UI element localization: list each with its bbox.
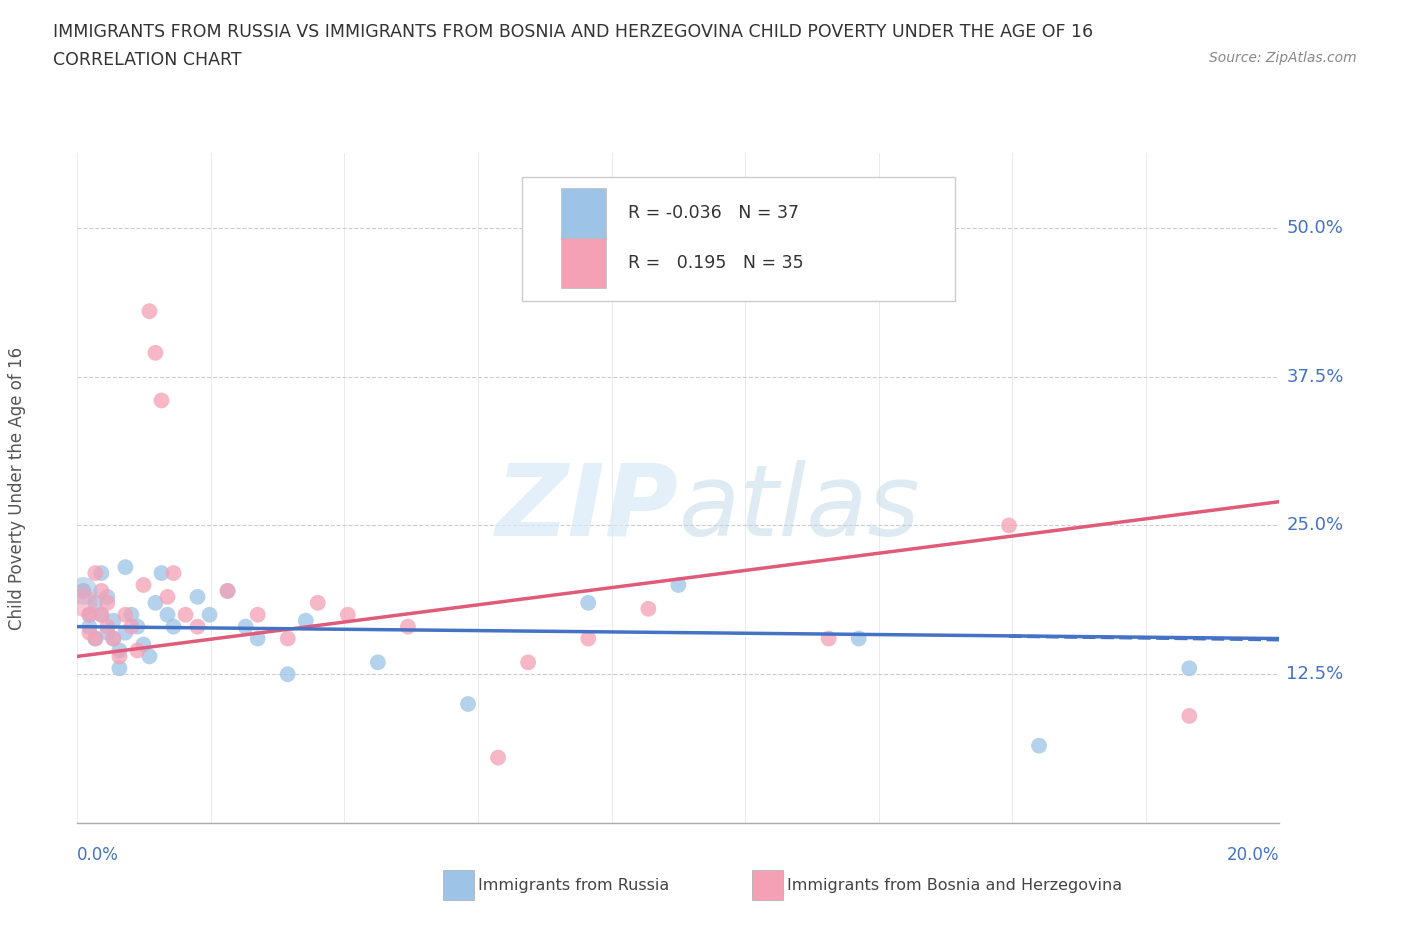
Point bbox=[307, 595, 329, 610]
Text: 50.0%: 50.0% bbox=[1286, 219, 1343, 237]
Point bbox=[79, 607, 101, 622]
Point bbox=[120, 619, 142, 634]
Point bbox=[90, 565, 112, 580]
Point bbox=[1028, 738, 1050, 753]
Point bbox=[162, 619, 184, 634]
Point bbox=[132, 578, 155, 592]
Text: IMMIGRANTS FROM RUSSIA VS IMMIGRANTS FROM BOSNIA AND HERZEGOVINA CHILD POVERTY U: IMMIGRANTS FROM RUSSIA VS IMMIGRANTS FRO… bbox=[53, 23, 1094, 41]
Text: ZIP: ZIP bbox=[495, 459, 679, 557]
Point bbox=[277, 667, 299, 682]
Point bbox=[103, 613, 125, 628]
Point bbox=[486, 751, 509, 765]
Point bbox=[108, 643, 131, 658]
Text: 25.0%: 25.0% bbox=[1286, 516, 1344, 535]
Point bbox=[96, 595, 118, 610]
Point bbox=[96, 619, 118, 634]
Point bbox=[156, 590, 179, 604]
Point bbox=[517, 655, 540, 670]
Point bbox=[90, 607, 112, 622]
Point bbox=[72, 583, 94, 598]
Text: 20.0%: 20.0% bbox=[1227, 846, 1279, 864]
Point bbox=[132, 637, 155, 652]
Point bbox=[103, 631, 125, 646]
Point bbox=[150, 565, 173, 580]
Point bbox=[90, 583, 112, 598]
Text: 0.0%: 0.0% bbox=[77, 846, 120, 864]
Point bbox=[162, 565, 184, 580]
Point bbox=[120, 607, 142, 622]
Point bbox=[96, 625, 118, 640]
Point bbox=[576, 595, 599, 610]
Point bbox=[217, 583, 239, 598]
Point bbox=[186, 619, 209, 634]
Point bbox=[72, 583, 94, 598]
Point bbox=[84, 631, 107, 646]
Point bbox=[114, 607, 136, 622]
Point bbox=[637, 602, 659, 617]
Point bbox=[156, 607, 179, 622]
Point bbox=[998, 518, 1021, 533]
Text: atlas: atlas bbox=[679, 459, 920, 557]
Point bbox=[336, 607, 359, 622]
Point bbox=[246, 631, 269, 646]
Point bbox=[150, 393, 173, 408]
Text: Source: ZipAtlas.com: Source: ZipAtlas.com bbox=[1209, 51, 1357, 65]
Point bbox=[198, 607, 221, 622]
Point bbox=[108, 649, 131, 664]
Text: Immigrants from Bosnia and Herzegovina: Immigrants from Bosnia and Herzegovina bbox=[787, 878, 1122, 893]
Point bbox=[127, 643, 149, 658]
Point bbox=[79, 619, 101, 634]
Point bbox=[246, 607, 269, 622]
Point bbox=[145, 345, 167, 360]
Text: 12.5%: 12.5% bbox=[1286, 665, 1344, 684]
Point bbox=[84, 595, 107, 610]
Point bbox=[174, 607, 197, 622]
Point bbox=[396, 619, 419, 634]
Point bbox=[90, 607, 112, 622]
Point bbox=[235, 619, 257, 634]
Point bbox=[96, 590, 118, 604]
Point bbox=[114, 625, 136, 640]
Point bbox=[294, 613, 316, 628]
Point bbox=[576, 631, 599, 646]
Point bbox=[72, 583, 94, 598]
Point bbox=[848, 631, 870, 646]
Point bbox=[138, 304, 160, 319]
Point bbox=[186, 590, 209, 604]
Point bbox=[817, 631, 839, 646]
Point bbox=[84, 631, 107, 646]
Point bbox=[127, 619, 149, 634]
Point bbox=[1178, 661, 1201, 676]
FancyBboxPatch shape bbox=[561, 238, 606, 288]
Text: Child Poverty Under the Age of 16: Child Poverty Under the Age of 16 bbox=[8, 347, 25, 630]
Point bbox=[103, 631, 125, 646]
Point bbox=[277, 631, 299, 646]
Text: 37.5%: 37.5% bbox=[1286, 367, 1344, 386]
Point bbox=[79, 607, 101, 622]
Point bbox=[138, 649, 160, 664]
Point bbox=[114, 560, 136, 575]
Point bbox=[668, 578, 690, 592]
Point bbox=[367, 655, 389, 670]
Point bbox=[108, 661, 131, 676]
Point bbox=[1178, 709, 1201, 724]
Point bbox=[72, 595, 94, 610]
Text: Immigrants from Russia: Immigrants from Russia bbox=[478, 878, 669, 893]
Text: R = -0.036   N = 37: R = -0.036 N = 37 bbox=[628, 205, 799, 222]
Text: R =   0.195   N = 35: R = 0.195 N = 35 bbox=[628, 254, 804, 272]
Text: CORRELATION CHART: CORRELATION CHART bbox=[53, 51, 242, 69]
Point bbox=[457, 697, 479, 711]
Point bbox=[217, 583, 239, 598]
FancyBboxPatch shape bbox=[561, 188, 606, 238]
Point bbox=[79, 625, 101, 640]
Point bbox=[84, 565, 107, 580]
FancyBboxPatch shape bbox=[522, 177, 955, 300]
Point bbox=[145, 595, 167, 610]
